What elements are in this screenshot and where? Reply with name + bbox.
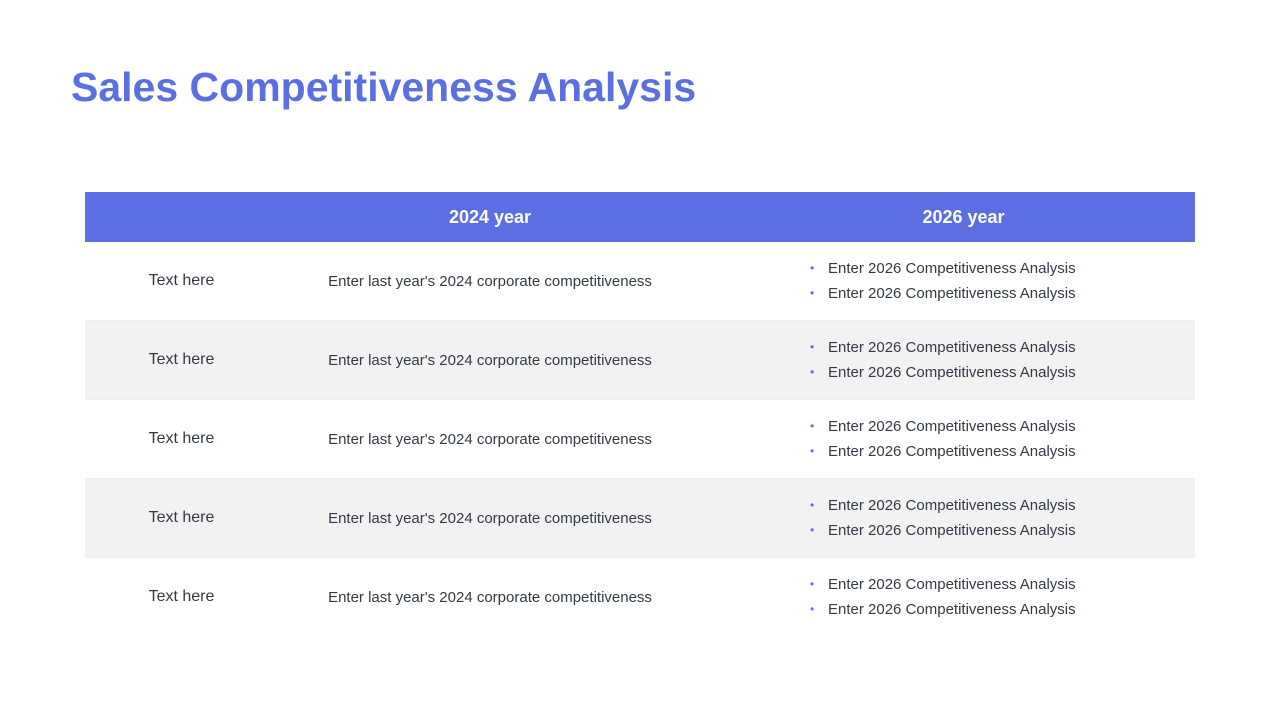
cell-2026: • Enter 2026 Competitiveness Analysis • En…	[810, 256, 1195, 306]
cell-2026: • Enter 2026 Competitiveness Analysis • En…	[810, 335, 1195, 385]
table-row: Text here Enter last year's 2024 corpora…	[85, 557, 1195, 636]
bullet-dot-icon: •	[810, 444, 815, 458]
bullet-dot-icon: •	[810, 365, 815, 379]
list-item: • Enter 2026 Competitiveness Analysis	[810, 518, 1195, 543]
bullet-dot-icon: •	[810, 498, 815, 512]
table-row: Text here Enter last year's 2024 corpora…	[85, 320, 1195, 399]
bullet-text: Enter 2026 Competitiveness Analysis	[828, 339, 1076, 356]
bullet-text: Enter 2026 Competitiveness Analysis	[828, 418, 1076, 435]
header-cell-2026: 2026 year	[922, 206, 1005, 227]
bullet-list: • Enter 2026 Competitiveness Analysis • En…	[810, 335, 1195, 385]
bullet-dot-icon: •	[810, 577, 815, 591]
cell-2024: Enter last year's 2024 corporate competi…	[328, 272, 652, 290]
table-row: Text here Enter last year's 2024 corpora…	[85, 399, 1195, 478]
list-item: • Enter 2026 Competitiveness Analysis	[810, 281, 1195, 306]
bullet-list: • Enter 2026 Competitiveness Analysis • En…	[810, 414, 1195, 464]
bullet-text: Enter 2026 Competitiveness Analysis	[828, 443, 1076, 460]
cell-2026: • Enter 2026 Competitiveness Analysis • En…	[810, 493, 1195, 543]
bullet-dot-icon: •	[810, 523, 815, 537]
row-label: Text here	[148, 430, 215, 447]
list-item: • Enter 2026 Competitiveness Analysis	[810, 256, 1195, 281]
cell-2024: Enter last year's 2024 corporate competi…	[328, 430, 652, 448]
slide-title: Sales Competitiveness Analysis	[71, 64, 697, 110]
list-item: • Enter 2026 Competitiveness Analysis	[810, 439, 1195, 464]
cell-2024: Enter last year's 2024 corporate competi…	[328, 509, 652, 527]
bullet-dot-icon: •	[810, 602, 815, 616]
bullet-list: • Enter 2026 Competitiveness Analysis • En…	[810, 572, 1195, 622]
list-item: • Enter 2026 Competitiveness Analysis	[810, 335, 1195, 360]
list-item: • Enter 2026 Competitiveness Analysis	[810, 572, 1195, 597]
cell-2024: Enter last year's 2024 corporate competi…	[328, 351, 652, 369]
table-row: Text here Enter last year's 2024 corpora…	[85, 242, 1195, 320]
bullet-text: Enter 2026 Competitiveness Analysis	[828, 497, 1076, 514]
row-label: Text here	[148, 588, 215, 605]
bullet-list: • Enter 2026 Competitiveness Analysis • En…	[810, 256, 1195, 306]
cell-2026: • Enter 2026 Competitiveness Analysis • En…	[810, 572, 1195, 622]
bullet-text: Enter 2026 Competitiveness Analysis	[828, 285, 1076, 302]
bullet-text: Enter 2026 Competitiveness Analysis	[828, 260, 1076, 277]
competitiveness-table: 2024 year 2026 year Text here Enter last…	[85, 192, 1195, 636]
bullet-text: Enter 2026 Competitiveness Analysis	[828, 576, 1076, 593]
bullet-text: Enter 2026 Competitiveness Analysis	[828, 601, 1076, 618]
table-header-row: 2024 year 2026 year	[85, 192, 1195, 242]
list-item: • Enter 2026 Competitiveness Analysis	[810, 493, 1195, 518]
bullet-dot-icon: •	[810, 419, 815, 433]
row-label: Text here	[148, 351, 215, 368]
bullet-dot-icon: •	[810, 340, 815, 354]
cell-2024: Enter last year's 2024 corporate competi…	[328, 588, 652, 606]
list-item: • Enter 2026 Competitiveness Analysis	[810, 360, 1195, 385]
bullet-dot-icon: •	[810, 261, 815, 275]
bullet-text: Enter 2026 Competitiveness Analysis	[828, 364, 1076, 381]
table-row: Text here Enter last year's 2024 corpora…	[85, 478, 1195, 557]
bullet-dot-icon: •	[810, 286, 815, 300]
header-cell-2024: 2024 year	[448, 206, 532, 227]
cell-2026: • Enter 2026 Competitiveness Analysis • En…	[810, 414, 1195, 464]
list-item: • Enter 2026 Competitiveness Analysis	[810, 414, 1195, 439]
list-item: • Enter 2026 Competitiveness Analysis	[810, 597, 1195, 622]
row-label: Text here	[148, 272, 215, 289]
row-label: Text here	[148, 509, 215, 526]
bullet-list: • Enter 2026 Competitiveness Analysis • En…	[810, 493, 1195, 543]
bullet-text: Enter 2026 Competitiveness Analysis	[828, 522, 1076, 539]
